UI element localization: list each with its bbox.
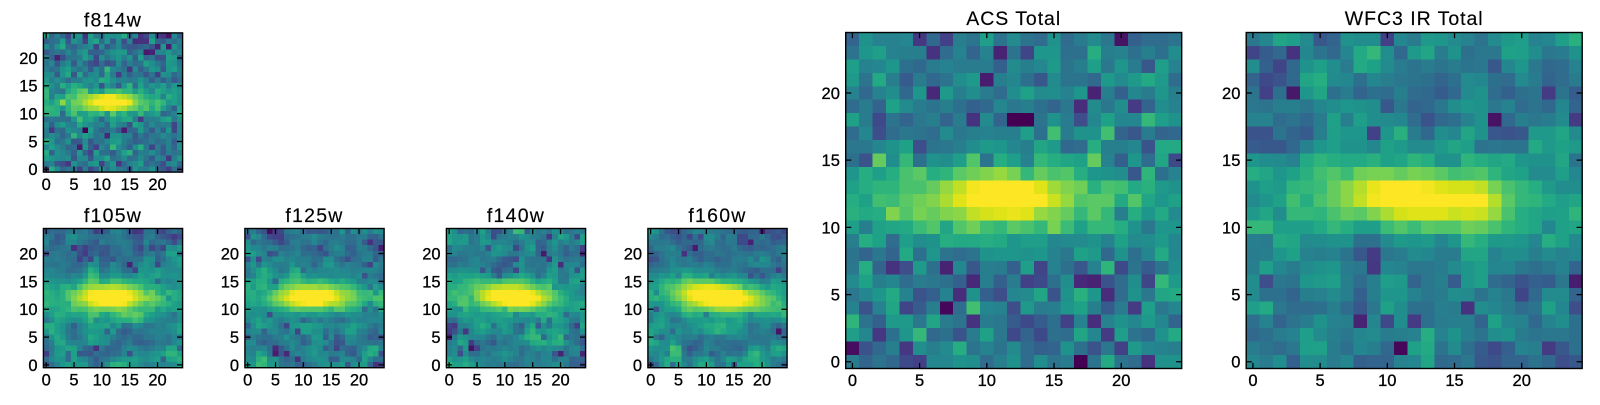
svg-text:15: 15 <box>624 273 642 291</box>
svg-text:10: 10 <box>978 372 996 390</box>
svg-text:0: 0 <box>646 371 655 389</box>
svg-text:15: 15 <box>121 176 139 194</box>
svg-text:10: 10 <box>496 371 514 389</box>
svg-text:10: 10 <box>93 176 111 194</box>
svg-text:10: 10 <box>1378 372 1396 390</box>
svg-text:15: 15 <box>19 78 37 96</box>
svg-text:5: 5 <box>431 329 440 347</box>
svg-text:20: 20 <box>624 245 642 263</box>
svg-text:20: 20 <box>148 176 166 194</box>
svg-text:0: 0 <box>1231 354 1240 372</box>
svg-text:15: 15 <box>221 273 239 291</box>
svg-text:20: 20 <box>1222 85 1240 103</box>
svg-text:10: 10 <box>19 301 37 319</box>
svg-text:15: 15 <box>322 371 340 389</box>
svg-text:f140w: f140w <box>487 205 545 227</box>
svg-text:ACS Total: ACS Total <box>966 8 1061 30</box>
svg-text:10: 10 <box>1222 219 1240 237</box>
svg-text:0: 0 <box>243 371 252 389</box>
svg-text:5: 5 <box>69 371 78 389</box>
svg-text:15: 15 <box>422 273 440 291</box>
svg-text:0: 0 <box>42 371 51 389</box>
svg-text:20: 20 <box>1112 372 1130 390</box>
svg-text:20: 20 <box>551 371 569 389</box>
svg-text:5: 5 <box>28 133 37 151</box>
svg-text:10: 10 <box>697 371 715 389</box>
svg-text:0: 0 <box>633 357 642 375</box>
svg-text:10: 10 <box>19 106 37 124</box>
svg-text:20: 20 <box>19 50 37 68</box>
svg-text:0: 0 <box>1248 372 1257 390</box>
svg-text:15: 15 <box>19 273 37 291</box>
svg-text:5: 5 <box>472 371 481 389</box>
svg-text:5: 5 <box>69 176 78 194</box>
svg-text:15: 15 <box>822 152 840 170</box>
svg-text:15: 15 <box>121 371 139 389</box>
svg-text:15: 15 <box>725 371 743 389</box>
svg-text:15: 15 <box>1045 372 1063 390</box>
svg-text:5: 5 <box>1316 372 1325 390</box>
svg-text:20: 20 <box>148 371 166 389</box>
svg-text:0: 0 <box>42 176 51 194</box>
svg-text:20: 20 <box>822 85 840 103</box>
svg-text:5: 5 <box>674 371 683 389</box>
svg-text:0: 0 <box>431 357 440 375</box>
svg-text:5: 5 <box>633 329 642 347</box>
svg-text:10: 10 <box>422 301 440 319</box>
svg-text:5: 5 <box>28 329 37 347</box>
svg-text:0: 0 <box>831 354 840 372</box>
svg-text:15: 15 <box>524 371 542 389</box>
svg-text:0: 0 <box>445 371 454 389</box>
svg-text:f160w: f160w <box>688 205 746 227</box>
svg-text:0: 0 <box>28 357 37 375</box>
svg-text:0: 0 <box>848 372 857 390</box>
svg-text:20: 20 <box>422 245 440 263</box>
svg-text:20: 20 <box>350 371 368 389</box>
svg-text:0: 0 <box>230 357 239 375</box>
svg-text:5: 5 <box>230 329 239 347</box>
svg-text:20: 20 <box>19 245 37 263</box>
svg-text:5: 5 <box>831 286 840 304</box>
svg-text:20: 20 <box>753 371 771 389</box>
svg-text:20: 20 <box>1513 372 1531 390</box>
svg-text:WFC3 IR Total: WFC3 IR Total <box>1345 8 1484 30</box>
svg-text:5: 5 <box>915 372 924 390</box>
svg-text:f105w: f105w <box>84 205 142 227</box>
svg-text:10: 10 <box>221 301 239 319</box>
svg-text:f125w: f125w <box>285 205 343 227</box>
svg-text:10: 10 <box>624 301 642 319</box>
svg-text:10: 10 <box>294 371 312 389</box>
svg-text:5: 5 <box>271 371 280 389</box>
svg-text:15: 15 <box>1222 152 1240 170</box>
svg-text:0: 0 <box>28 161 37 179</box>
svg-text:f814w: f814w <box>84 10 142 32</box>
svg-text:10: 10 <box>822 219 840 237</box>
svg-text:5: 5 <box>1231 286 1240 304</box>
svg-text:15: 15 <box>1445 372 1463 390</box>
svg-text:20: 20 <box>221 245 239 263</box>
svg-text:10: 10 <box>93 371 111 389</box>
